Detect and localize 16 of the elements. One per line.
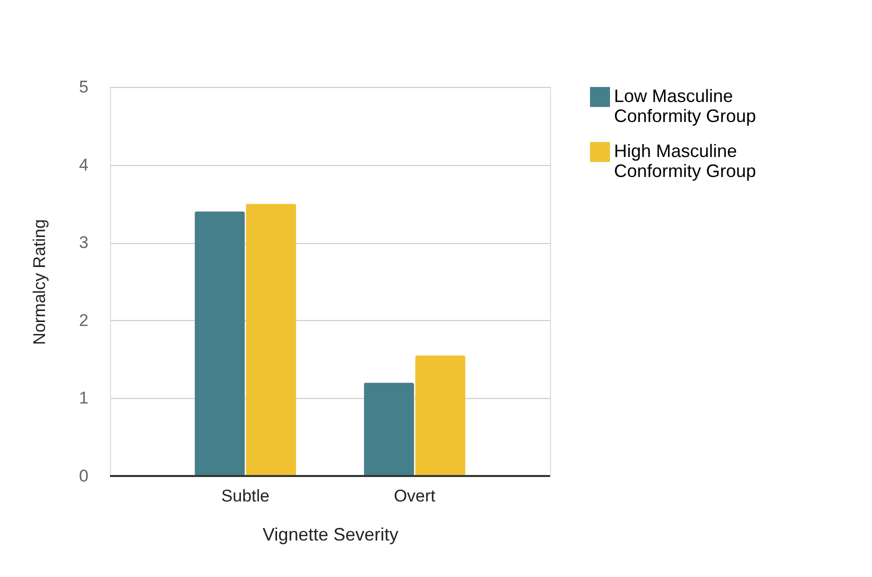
bar [364, 382, 414, 476]
bar [246, 204, 296, 476]
y-tick-label: 0 [79, 466, 88, 486]
y-tick-label: 5 [79, 78, 88, 96]
bar [194, 211, 245, 476]
x-tick-label: Subtle [221, 486, 270, 506]
y-tick-label: 4 [79, 155, 88, 174]
x-tick-label: Overt [394, 486, 436, 506]
legend-label: High Masculine Conformity Group [614, 141, 756, 181]
y-tick-label: 3 [79, 233, 88, 252]
y-axis-title: Normalcy Rating [30, 219, 50, 345]
bar [415, 355, 466, 476]
y-tick-label: 2 [79, 310, 88, 330]
x-axis-title: Vignette Severity [262, 524, 398, 544]
y-tick-label: 1 [79, 388, 88, 408]
legend-label: Low Masculine Conformity Group [614, 86, 756, 126]
